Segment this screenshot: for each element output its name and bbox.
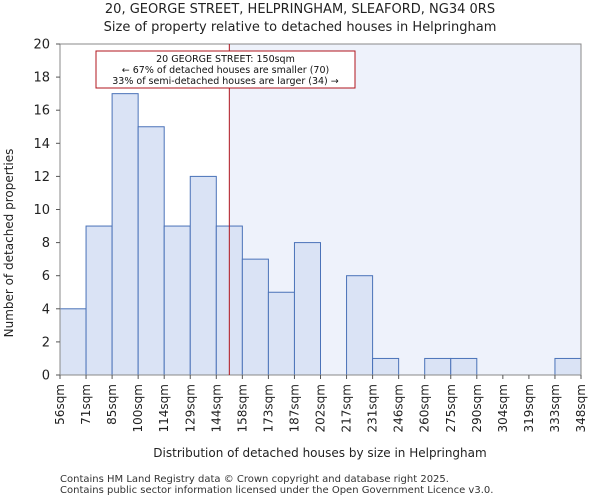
histogram-bar bbox=[372, 357, 400, 376]
x-tick-label: 56sqm bbox=[53, 384, 67, 425]
histogram-bar bbox=[59, 308, 87, 376]
x-tick-label: 319sqm bbox=[522, 384, 536, 432]
x-tick-label: 333sqm bbox=[548, 384, 562, 432]
x-tick-label: 85sqm bbox=[105, 384, 119, 425]
x-tick-label: 231sqm bbox=[366, 384, 380, 432]
histogram-bar bbox=[346, 275, 374, 376]
x-tick-label: 129sqm bbox=[183, 384, 197, 432]
annotation-smaller-text: ← 67% of detached houses are smaller (70… bbox=[122, 65, 329, 76]
histogram-bar bbox=[163, 225, 191, 376]
x-tick-label: 217sqm bbox=[340, 384, 354, 432]
x-tick-label: 348sqm bbox=[574, 384, 588, 432]
y-tick-label: 18 bbox=[33, 71, 50, 86]
histogram-bar bbox=[189, 175, 217, 376]
y-tick-label: 0 bbox=[42, 369, 50, 384]
x-tick-label: 100sqm bbox=[131, 384, 145, 432]
x-tick-label: 275sqm bbox=[444, 384, 458, 432]
x-tick-label: 158sqm bbox=[235, 384, 249, 432]
y-axis-label: Number of detached properties bbox=[2, 149, 16, 338]
histogram-bar bbox=[137, 126, 165, 376]
attribution-line-1: Contains HM Land Registry data © Crown c… bbox=[60, 474, 449, 485]
x-tick-label: 144sqm bbox=[209, 384, 223, 432]
y-tick-label: 4 bbox=[42, 302, 50, 317]
histogram-bar bbox=[85, 225, 113, 376]
x-axis-label: Distribution of detached houses by size … bbox=[153, 446, 486, 460]
x-tick-label: 71sqm bbox=[79, 384, 93, 425]
annotation-larger-text: 33% of semi-detached houses are larger (… bbox=[112, 76, 339, 87]
histogram-bar bbox=[554, 357, 582, 376]
annotation-box bbox=[95, 50, 356, 89]
histogram-bar bbox=[450, 357, 478, 376]
y-tick-label: 10 bbox=[33, 203, 50, 218]
attribution-line-2: Contains public sector information licen… bbox=[60, 485, 494, 496]
x-tick-label: 202sqm bbox=[314, 384, 328, 432]
x-tick-label: 260sqm bbox=[418, 384, 432, 432]
x-tick-label: 304sqm bbox=[496, 384, 510, 432]
y-tick-label: 20 bbox=[33, 38, 50, 53]
y-tick-label: 8 bbox=[42, 236, 50, 251]
page-title: 20, GEORGE STREET, HELPRINGHAM, SLEAFORD… bbox=[104, 2, 496, 17]
x-tick-label: 246sqm bbox=[392, 384, 406, 432]
histogram-bar bbox=[241, 258, 269, 376]
annotation-title: 20 GEORGE STREET: 150sqm bbox=[156, 54, 295, 65]
x-tick-label: 173sqm bbox=[261, 384, 275, 432]
y-tick-label: 2 bbox=[42, 335, 50, 350]
y-tick-label: 14 bbox=[33, 137, 50, 152]
x-tick-label: 114sqm bbox=[157, 384, 171, 432]
histogram-bar bbox=[293, 242, 322, 376]
histogram-bar bbox=[267, 291, 295, 376]
histogram-bar bbox=[111, 93, 139, 376]
y-tick-label: 16 bbox=[33, 104, 50, 119]
y-tick-label: 12 bbox=[33, 170, 50, 185]
y-tick-label: 6 bbox=[42, 269, 50, 284]
x-tick-label: 187sqm bbox=[287, 384, 301, 432]
x-tick-label: 290sqm bbox=[470, 384, 484, 432]
chart-subtitle: Size of property relative to detached ho… bbox=[103, 20, 497, 35]
histogram-bar bbox=[424, 357, 452, 376]
